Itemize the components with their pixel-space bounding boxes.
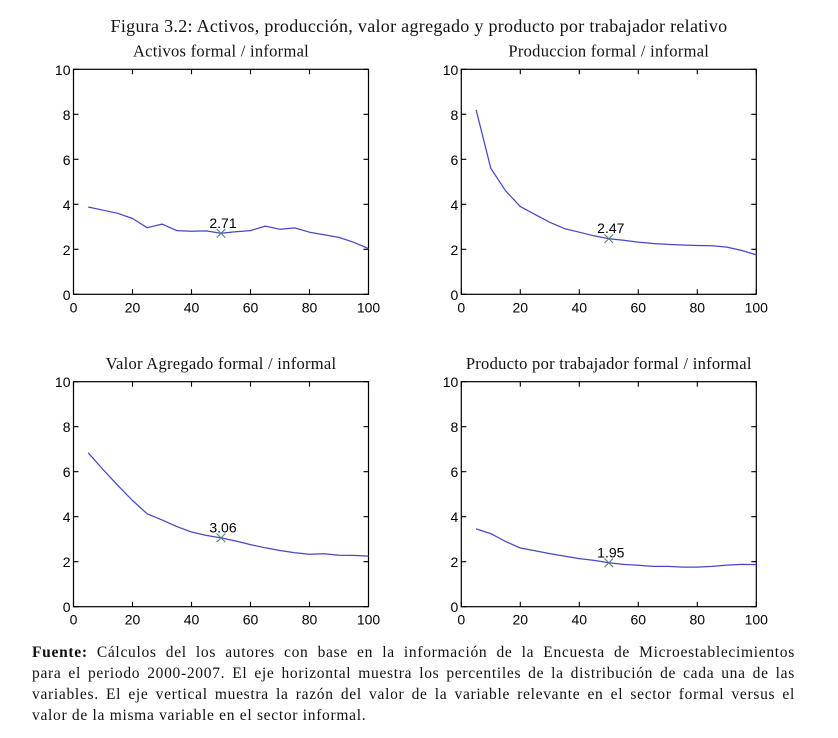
- svg-text:100: 100: [745, 299, 769, 315]
- svg-text:6: 6: [451, 464, 459, 480]
- svg-text:80: 80: [690, 299, 706, 315]
- svg-text:40: 40: [184, 612, 200, 628]
- svg-text:8: 8: [451, 419, 459, 435]
- svg-text:0: 0: [63, 599, 71, 615]
- svg-text:80: 80: [302, 612, 318, 628]
- svg-text:Activos formal / informal: Activos formal / informal: [133, 42, 309, 61]
- svg-text:4: 4: [63, 197, 71, 213]
- svg-text:3.06: 3.06: [209, 519, 236, 535]
- svg-text:0: 0: [451, 287, 459, 303]
- svg-text:2: 2: [63, 242, 71, 258]
- svg-text:2: 2: [63, 554, 71, 570]
- svg-text:2.47: 2.47: [597, 220, 624, 236]
- svg-text:60: 60: [631, 612, 647, 628]
- svg-text:20: 20: [513, 612, 529, 628]
- svg-text:6: 6: [63, 152, 71, 168]
- svg-text:6: 6: [63, 464, 71, 480]
- svg-text:60: 60: [243, 299, 259, 315]
- svg-text:Produccion formal / informal: Produccion formal / informal: [508, 42, 709, 61]
- svg-text:0: 0: [70, 299, 78, 315]
- svg-text:Valor Agregado formal / inform: Valor Agregado formal / informal: [106, 354, 337, 373]
- svg-text:10: 10: [443, 62, 459, 78]
- svg-text:40: 40: [572, 612, 588, 628]
- svg-text:10: 10: [443, 374, 459, 390]
- svg-text:40: 40: [184, 299, 200, 315]
- svg-text:80: 80: [302, 299, 318, 315]
- svg-text:60: 60: [631, 299, 647, 315]
- svg-text:20: 20: [513, 299, 529, 315]
- svg-text:0: 0: [457, 612, 465, 628]
- svg-text:10: 10: [55, 62, 71, 78]
- svg-text:4: 4: [451, 197, 459, 213]
- svg-text:2.71: 2.71: [209, 215, 236, 231]
- svg-text:100: 100: [357, 612, 381, 628]
- svg-text:20: 20: [125, 612, 141, 628]
- svg-text:0: 0: [457, 299, 465, 315]
- svg-text:2: 2: [451, 242, 459, 258]
- svg-text:4: 4: [63, 509, 71, 525]
- svg-text:0: 0: [63, 287, 71, 303]
- svg-text:6: 6: [451, 152, 459, 168]
- svg-text:8: 8: [63, 419, 71, 435]
- svg-text:8: 8: [63, 107, 71, 123]
- svg-text:0: 0: [70, 612, 78, 628]
- svg-text:60: 60: [243, 612, 259, 628]
- svg-text:10: 10: [55, 374, 71, 390]
- svg-text:20: 20: [125, 299, 141, 315]
- svg-text:80: 80: [690, 612, 706, 628]
- svg-text:0: 0: [451, 599, 459, 615]
- svg-text:40: 40: [572, 299, 588, 315]
- svg-text:100: 100: [745, 612, 769, 628]
- svg-text:Producto por trabajador formal: Producto por trabajador formal / informa…: [466, 354, 752, 373]
- svg-text:8: 8: [451, 107, 459, 123]
- svg-text:2: 2: [451, 554, 459, 570]
- svg-text:4: 4: [451, 509, 459, 525]
- svg-text:1.95: 1.95: [597, 544, 624, 560]
- svg-text:100: 100: [357, 299, 381, 315]
